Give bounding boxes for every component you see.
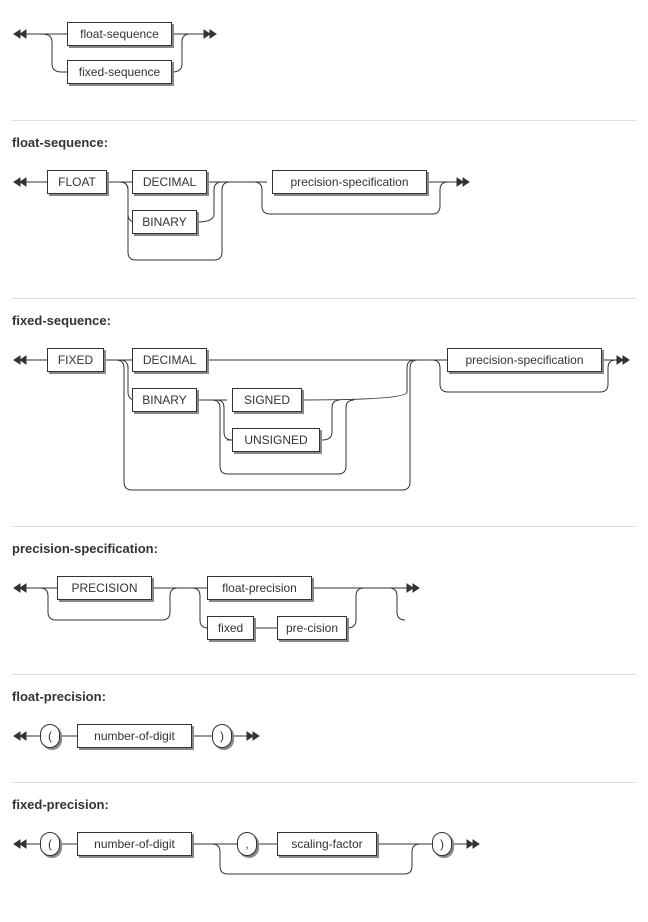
diagram-fixed-sequence: fixed-sequence: xyxy=(12,313,636,498)
title-precision-specification: precision-specification: xyxy=(12,541,636,556)
node-float: FLOAT xyxy=(47,170,107,194)
diagram-float-sequence: float-sequence: FLOAT DECIMAL xyxy=(12,135,636,270)
title-float-precision: float-precision: xyxy=(12,689,636,704)
diagram-fixed-precision: fixed-precision: ( number-of-digit , sca… xyxy=(12,797,636,882)
divider xyxy=(12,782,636,783)
diagram-float-precision: float-precision: ( number-of-digit ) xyxy=(12,689,636,754)
node-precision-specification: precision-specification xyxy=(272,170,427,194)
node-decimal: DECIMAL xyxy=(132,170,207,194)
node-precision: PRECISION xyxy=(57,576,152,600)
node-decimal: DECIMAL xyxy=(132,348,207,372)
node-fixed: FIXED xyxy=(47,348,104,372)
divider xyxy=(12,674,636,675)
divider xyxy=(12,526,636,527)
divider xyxy=(12,120,636,121)
node-signed: SIGNED xyxy=(232,388,302,412)
node-lparen: ( xyxy=(40,832,60,856)
node-binary: BINARY xyxy=(132,210,197,234)
diagram-precision-specification: precision-specification: PRECISION xyxy=(12,541,636,646)
node-number-of-digit: number-of-digit xyxy=(77,832,192,856)
node-number-of-digit: number-of-digit xyxy=(77,724,192,748)
node-binary: BINARY xyxy=(132,388,197,412)
node-lparen: ( xyxy=(40,724,60,748)
node-float-sequence: float-sequence xyxy=(67,22,172,46)
node-fixed: fixed xyxy=(207,616,254,640)
node-unsigned: UNSIGNED xyxy=(232,428,320,452)
title-fixed-sequence: fixed-sequence: xyxy=(12,313,636,328)
node-rparen: ) xyxy=(432,832,452,856)
title-fixed-precision: fixed-precision: xyxy=(12,797,636,812)
title-float-sequence: float-sequence: xyxy=(12,135,636,150)
node-rparen: ) xyxy=(212,724,232,748)
node-scaling-factor: scaling-factor xyxy=(277,832,377,856)
node-comma: , xyxy=(237,832,257,856)
node-pre-cision: pre-cision xyxy=(277,616,347,640)
node-fixed-sequence: fixed-sequence xyxy=(67,60,172,84)
divider xyxy=(12,298,636,299)
node-precision-specification: precision-specification xyxy=(447,348,602,372)
node-float-precision: float-precision xyxy=(207,576,312,600)
diagram-top: float-sequence fixed-sequence xyxy=(12,12,636,92)
